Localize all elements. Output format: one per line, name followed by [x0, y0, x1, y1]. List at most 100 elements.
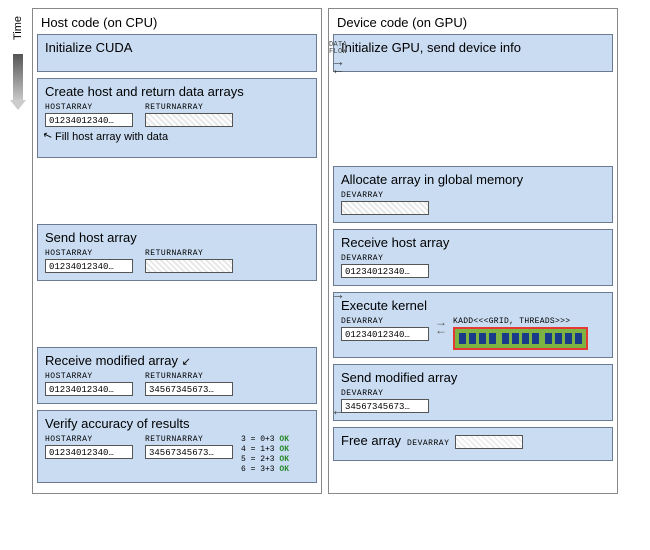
time-label: Time — [12, 16, 24, 40]
arrays-wrap: DEVARRAY01234012340… — [341, 254, 605, 278]
kernel-group — [458, 332, 497, 345]
kernel-cell — [531, 332, 540, 345]
kernel-row: DEVARRAY01234012340… →← KADD<<<GRID, THREA… — [341, 317, 605, 350]
step-h4: Verify accuracy of results HOSTARRAY01234… — [37, 410, 317, 483]
step-d1: Allocate array in global memory DEVARRAY — [333, 166, 613, 223]
verify-line: 6 = 3+3 OK — [241, 465, 289, 475]
kernel-cell — [468, 332, 477, 345]
array-label: DEVARRAY — [341, 389, 383, 398]
step-title: Send host array — [45, 230, 309, 245]
time-arrow-icon — [13, 54, 23, 102]
array-box: 34567345673… — [341, 399, 429, 413]
step-title: Execute kernel — [341, 298, 605, 313]
array-label: DEVARRAY — [341, 254, 383, 263]
step-h3: Receive modified array ↙ HOSTARRAY0123401… — [37, 347, 317, 404]
kernel-block: KADD<<<GRID, THREADS>>> — [453, 317, 588, 350]
step-title: Receive modified array ↙ — [45, 353, 309, 368]
step-title: Verify accuracy of results — [45, 416, 309, 431]
array-box — [145, 113, 233, 127]
array-label: RETURNARRAY — [145, 103, 203, 112]
mini-arrows-icon: →← — [435, 318, 447, 334]
step-title: Receive host array — [341, 235, 605, 250]
array-block: RETURNARRAY — [145, 103, 233, 127]
kernel-cell — [458, 332, 467, 345]
connector — [324, 406, 352, 414]
step-h1: Create host and return data arraysHOSTAR… — [37, 78, 317, 158]
columns-wrap: Host code (on CPU) Initialize CUDA Create… — [32, 8, 650, 494]
device-title: Device code (on GPU) — [333, 13, 613, 34]
connector: DATA FLOW — [324, 42, 352, 73]
array-label: RETURNARRAY — [145, 249, 203, 258]
kernel-cell — [501, 332, 510, 345]
curved-arrow-icon: ↙ — [182, 356, 191, 368]
array-box: 01234012340… — [45, 445, 133, 459]
array-label: DEVARRAY — [341, 191, 383, 200]
step-h0: Initialize CUDA — [37, 34, 317, 72]
spacer — [37, 164, 317, 224]
connector — [324, 290, 352, 298]
host-column: Host code (on CPU) Initialize CUDA Create… — [32, 8, 322, 494]
array-block: RETURNARRAY — [145, 249, 233, 273]
array-block: DEVARRAY — [341, 191, 429, 215]
array-box — [145, 259, 233, 273]
arrow-left-icon — [331, 65, 345, 73]
array-block: HOSTARRAY01234012340… — [45, 435, 133, 459]
verify-line: 5 = 2+3 OK — [241, 455, 289, 465]
arrays-wrap: HOSTARRAY01234012340…RETURNARRAY — [45, 249, 309, 273]
kernel-label: KADD<<<GRID, THREADS>>> — [453, 317, 588, 326]
array-block: HOSTARRAY01234012340… — [45, 103, 133, 127]
step-d3: Execute kernel DEVARRAY01234012340… →← KADD… — [333, 292, 613, 358]
kernel-cell — [544, 332, 553, 345]
array-box: 01234012340… — [45, 259, 133, 273]
diagram-root: Time Host code (on CPU) Initialize CUDA C… — [8, 8, 650, 494]
array-block: HOSTARRAY01234012340… — [45, 372, 133, 396]
array-block: RETURNARRAY34567345673… — [145, 372, 233, 396]
verify-line: 4 = 1+3 OK — [241, 445, 289, 455]
array-box: 01234012340… — [341, 264, 429, 278]
array-block: DEVARRAY01234012340… — [341, 254, 429, 278]
step-d5: Free arrayDEVARRAY — [333, 427, 613, 461]
array-label: RETURNARRAY — [145, 372, 203, 381]
array-label: RETURNARRAY — [145, 435, 203, 444]
step-d4: Send modified array DEVARRAY34567345673… — [333, 364, 613, 421]
kernel-group — [501, 332, 540, 345]
step-d2: Receive host array DEVARRAY01234012340… — [333, 229, 613, 286]
array-box: 34567345673… — [145, 445, 233, 459]
device-steps: Initialize GPU, send device info Allocate… — [333, 34, 613, 467]
array-box: 01234012340… — [341, 327, 429, 341]
verify-line: 3 = 0+3 OK — [241, 435, 289, 445]
arrow-left-icon — [331, 406, 345, 414]
array-box — [341, 201, 429, 215]
kernel-cell — [488, 332, 497, 345]
arrow-right-icon — [331, 290, 345, 298]
arrays-wrap: DEVARRAY34567345673… — [341, 389, 605, 413]
array-block: DEVARRAY01234012340… — [341, 317, 429, 341]
step-title: Free arrayDEVARRAY — [341, 433, 605, 449]
array-block: RETURNARRAY34567345673… — [145, 435, 233, 459]
step-h2: Send host arrayHOSTARRAY01234012340…RETU… — [37, 224, 317, 281]
arrays-wrap: HOSTARRAY01234012340… RETURNARRAY — [45, 103, 309, 127]
subnote: Fill host array with data — [45, 131, 309, 143]
step-title: Allocate array in global memory — [341, 172, 605, 187]
array-box: 01234012340… — [45, 113, 133, 127]
step-d0: Initialize GPU, send device info — [333, 34, 613, 72]
arrays-wrap: DEVARRAY — [341, 191, 605, 215]
kernel-cell — [478, 332, 487, 345]
device-column: Device code (on GPU) Initialize GPU, sen… — [328, 8, 618, 494]
array-label: DEVARRAY — [341, 317, 383, 326]
verify-grid: 3 = 0+3 OK4 = 1+3 OK5 = 2+3 OK6 = 3+3 OK — [241, 435, 289, 475]
arrays-wrap: HOSTARRAY01234012340… RETURNARRAY34567345… — [45, 435, 233, 459]
kernel-group — [544, 332, 583, 345]
spacer — [37, 287, 317, 347]
inline-array — [455, 435, 523, 449]
time-axis: Time — [8, 8, 28, 494]
kernel-cell — [574, 332, 583, 345]
host-title: Host code (on CPU) — [37, 13, 317, 34]
array-label: HOSTARRAY — [45, 103, 93, 112]
kernel-cell — [511, 332, 520, 345]
kernel-cell — [521, 332, 530, 345]
array-label: DEVARRAY — [407, 439, 449, 448]
step-title: Send modified array — [341, 370, 605, 385]
array-block: DEVARRAY34567345673… — [341, 389, 429, 413]
arrays-wrap: HOSTARRAY01234012340… RETURNARRAY34567345… — [45, 372, 309, 396]
